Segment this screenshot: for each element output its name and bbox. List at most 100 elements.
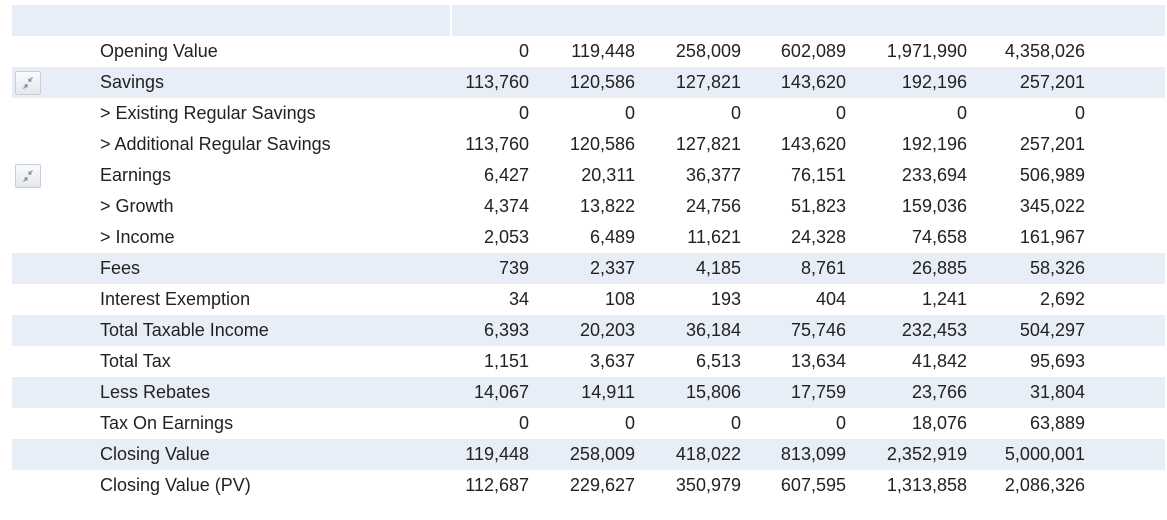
table-row: Closing Value (PV) 112,687 229,627 350,979 6…	[12, 470, 1165, 501]
table-row: Opening Value 0 119,448 258,009 602,089 1,971…	[12, 36, 1165, 67]
row-value-cell: 232,453	[846, 315, 967, 346]
row-value-cell: 0	[730, 103, 741, 123]
row-control-cell	[12, 377, 100, 408]
row-value-cell: 0	[518, 103, 529, 123]
row-value-cell: 20,203	[529, 315, 635, 346]
row-value-cell: 607,595	[780, 475, 846, 495]
row-value-cell: 506,989	[1019, 165, 1085, 185]
table-row: Closing Value 119,448 258,009 418,022 813,09…	[12, 439, 1165, 470]
row-control-cell	[12, 67, 100, 98]
row-spacer	[1085, 129, 1165, 160]
row-value-cell: 1,151	[483, 351, 529, 371]
row-value-cell: 345,022	[1019, 196, 1085, 216]
row-value-cell: 192,196	[901, 134, 967, 154]
row-value-cell: 14,911	[529, 377, 635, 408]
table-row: Savings 113,760 120,586 127,821 143,620 192,1…	[12, 67, 1165, 98]
row-value-cell: 26,885	[846, 253, 967, 284]
row-value-cell: 34	[508, 289, 529, 309]
row-label: > Existing Regular Savings	[100, 103, 316, 123]
row-value-cell: 418,022	[635, 439, 741, 470]
row-value-cell: 0	[624, 413, 635, 433]
row-value-cell: 0	[1074, 103, 1085, 123]
row-value-cell: 1,241	[921, 289, 967, 309]
row-value-cell: 24,328	[790, 227, 846, 247]
row-value-cell: 350,979	[675, 475, 741, 495]
row-value-cell: 74,658	[911, 227, 967, 247]
row-spacer	[1085, 222, 1165, 253]
table-row: Less Rebates 14,067 14,911 15,806 17,759 23,7…	[12, 377, 1165, 408]
row-value-cell: 15,806	[635, 377, 741, 408]
row-value-cell: 113,760	[465, 134, 529, 154]
row-value-cell: 0	[835, 103, 846, 123]
row-control-cell	[12, 439, 100, 470]
collapse-arrows-icon[interactable]	[15, 163, 41, 188]
row-value-cell: 13,634	[790, 351, 846, 371]
row-value-cell: 119,448	[571, 41, 635, 61]
row-value-cell: 1,971,990	[886, 41, 967, 61]
row-label: > Additional Regular Savings	[100, 134, 331, 154]
row-spacer	[1085, 439, 1165, 470]
row-control-cell	[12, 222, 100, 253]
row-value-cell: 0	[956, 103, 967, 123]
row-value-cell: 75,746	[741, 315, 846, 346]
row-value-cell: 2,086,326	[1004, 475, 1085, 495]
row-spacer	[1085, 160, 1165, 191]
row-control-cell	[12, 98, 100, 129]
row-value-cell: 127,821	[675, 134, 741, 154]
row-value-cell: 813,099	[741, 439, 846, 470]
row-value-cell: 58,326	[967, 253, 1085, 284]
row-spacer	[1085, 377, 1165, 408]
row-control-cell	[12, 284, 100, 315]
row-value-cell: 17,759	[741, 377, 846, 408]
row-value-cell: 120,586	[569, 134, 635, 154]
row-spacer	[1085, 284, 1165, 315]
table-body: Opening Value 0 119,448 258,009 602,089 1,971…	[12, 36, 1165, 501]
row-spacer	[1085, 346, 1165, 377]
row-value-cell: 6,513	[695, 351, 741, 371]
row-value-cell: 2,352,919	[846, 439, 967, 470]
row-value-cell: 404	[815, 289, 846, 309]
row-control-cell	[12, 36, 100, 67]
row-label: Earnings	[100, 165, 172, 185]
row-label: Total Tax	[100, 351, 171, 371]
row-value-cell: 159,036	[901, 196, 967, 216]
row-value-cell: 2,053	[483, 227, 529, 247]
row-label: Interest Exemption	[100, 289, 251, 309]
row-value-cell: 161,967	[1019, 227, 1085, 247]
row-label: Savings	[100, 67, 450, 98]
table-row: Interest Exemption 34 108 193 404 1,241 2,692	[12, 284, 1165, 315]
row-value-cell: 119,448	[450, 439, 529, 470]
row-value-cell: 11,621	[687, 227, 741, 247]
row-spacer	[1085, 191, 1165, 222]
table-row: > Growth 4,374 13,822 24,756 51,823 159,036 34…	[12, 191, 1165, 222]
row-value-cell: 113,760	[450, 67, 529, 98]
row-label: Less Rebates	[100, 377, 450, 408]
collapse-arrows-icon[interactable]	[15, 70, 41, 95]
table-row: Fees 739 2,337 4,185 8,761 26,885 58,326	[12, 253, 1165, 284]
row-value-cell: 2,692	[1039, 289, 1085, 309]
row-value-cell: 4,374	[483, 196, 529, 216]
row-value-cell: 229,627	[569, 475, 635, 495]
row-spacer	[1085, 36, 1165, 67]
table-row: Total Tax 1,151 3,637 6,513 13,634 41,842 95,6…	[12, 346, 1165, 377]
row-spacer	[1085, 315, 1165, 346]
row-value-cell: 233,694	[901, 165, 967, 185]
row-value-cell: 108	[604, 289, 635, 309]
row-label: Fees	[100, 253, 450, 284]
row-label: > Growth	[100, 196, 174, 216]
row-spacer	[1085, 253, 1165, 284]
table-header-bar	[12, 5, 1165, 36]
row-control-cell	[12, 253, 100, 284]
row-value-cell: 0	[518, 41, 529, 61]
row-value-cell: 76,151	[790, 165, 846, 185]
row-value-cell: 63,889	[1029, 413, 1085, 433]
row-control-cell	[12, 160, 100, 191]
row-value-cell: 127,821	[635, 67, 741, 98]
row-value-cell: 14,067	[450, 377, 529, 408]
row-value-cell: 602,089	[780, 41, 846, 61]
row-control-cell	[12, 408, 100, 439]
table-row: > Existing Regular Savings 0 0 0 0 0 0	[12, 98, 1165, 129]
row-value-cell: 112,687	[465, 475, 529, 495]
row-spacer	[1085, 98, 1165, 129]
